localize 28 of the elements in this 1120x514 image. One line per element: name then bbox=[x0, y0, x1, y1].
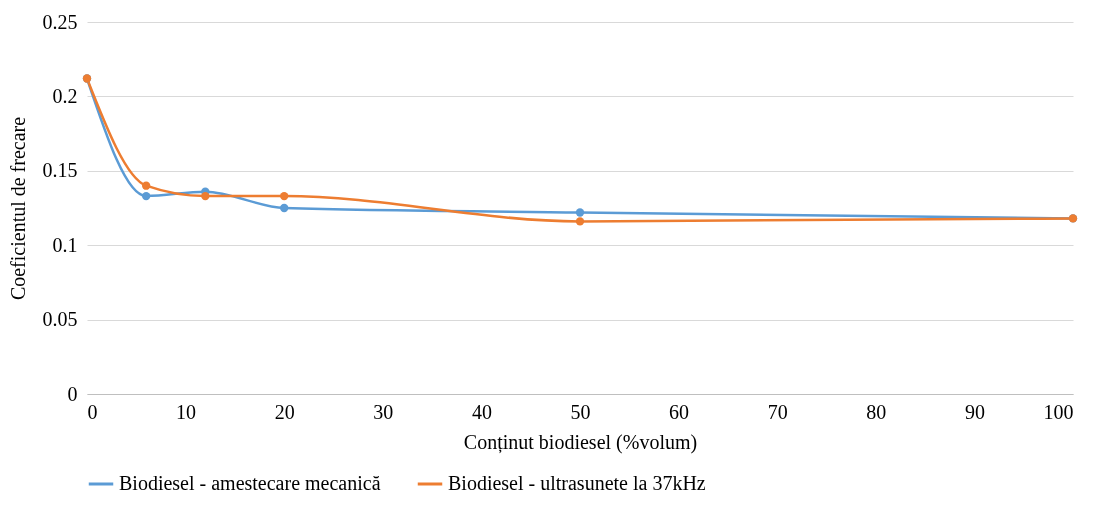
x-tick-label: 80 bbox=[866, 400, 887, 423]
point bbox=[141, 181, 151, 190]
x-tick-label: 90 bbox=[964, 400, 985, 423]
y-axis-title: Coeficientul de frecare bbox=[6, 116, 29, 301]
x-tick-label: 30 bbox=[373, 400, 394, 423]
x-tick-label: 100 bbox=[1043, 400, 1074, 423]
y-tick-label: 0.1 bbox=[52, 233, 78, 256]
x-axis-title: Conținut biodiesel (%volum) bbox=[463, 430, 698, 454]
x-tick-label: 40 bbox=[471, 400, 492, 423]
point bbox=[575, 217, 585, 226]
x-tick-label: 20 bbox=[274, 400, 295, 423]
point bbox=[201, 191, 210, 201]
x-tick-label: 10 bbox=[176, 400, 197, 423]
x-tick-label: 70 bbox=[767, 400, 788, 423]
y-tick-label: 0.2 bbox=[52, 84, 78, 107]
y-tick-label: 0 bbox=[67, 382, 78, 405]
point bbox=[280, 191, 289, 201]
y-tick-label: 0.05 bbox=[42, 308, 78, 331]
legend-label: Biodiesel - amestecare mecanică bbox=[119, 472, 381, 494]
point bbox=[280, 203, 289, 213]
y-tick-label: 0.25 bbox=[42, 10, 78, 33]
point bbox=[141, 191, 151, 201]
x-tick-label: 0 bbox=[87, 400, 98, 423]
y-tick-label: 0.15 bbox=[42, 159, 78, 182]
x-tick-label: 60 bbox=[669, 400, 690, 423]
point bbox=[575, 208, 585, 217]
x-tick-label: 50 bbox=[570, 400, 591, 423]
legend-label: Biodiesel - ultrasunete la 37kHz bbox=[448, 472, 706, 494]
